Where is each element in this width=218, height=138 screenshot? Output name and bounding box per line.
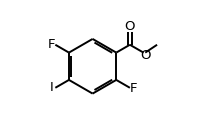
Text: F: F — [48, 38, 55, 51]
Text: O: O — [125, 20, 135, 33]
Text: F: F — [130, 82, 137, 95]
Text: I: I — [49, 81, 53, 94]
Text: O: O — [140, 49, 150, 62]
